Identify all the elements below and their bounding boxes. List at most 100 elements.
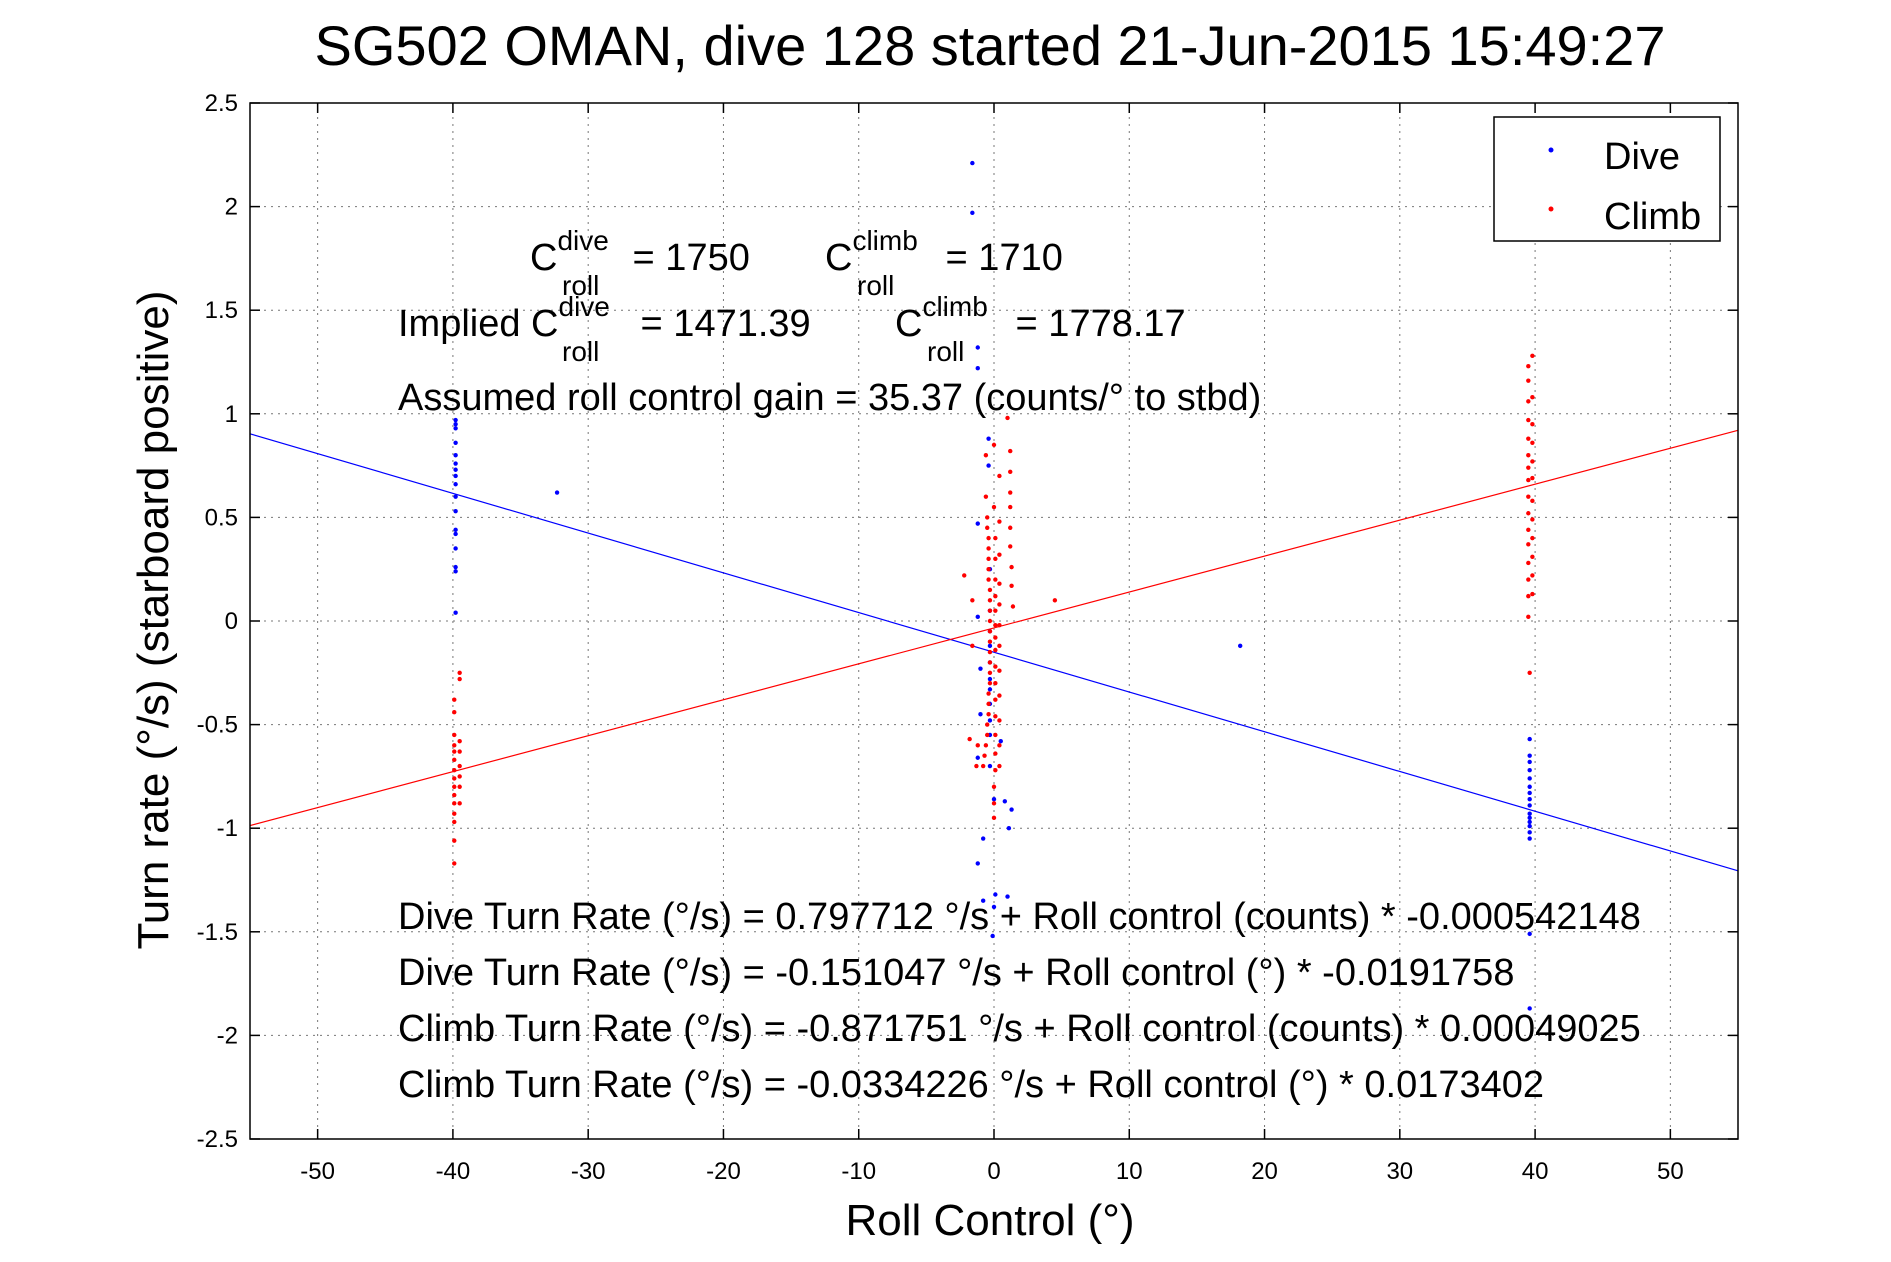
y-axis-label: Turn rate (°/s) (starboard positive): [129, 290, 178, 949]
data-point-climb: [1052, 598, 1058, 603]
data-point-climb: [997, 668, 1002, 673]
data-point-climb: [452, 749, 457, 754]
x-tick-label: -40: [436, 1158, 471, 1185]
fit-lines: [249, 429, 1739, 872]
data-point-climb: [1526, 494, 1531, 499]
data-point-climb: [987, 629, 993, 634]
y-tick-label: -2: [217, 1022, 238, 1049]
data-point-climb: [1009, 583, 1014, 588]
y-tick-label: 1: [225, 401, 238, 428]
data-point-climb: [1526, 417, 1531, 423]
y-tick-label: 2.5: [205, 90, 238, 117]
data-point-climb: [452, 743, 457, 748]
data-point-climb: [993, 767, 998, 773]
data-point-climb: [985, 525, 990, 530]
x-axis-label: Roll Control (°): [846, 1196, 1135, 1245]
data-point-climb: [1008, 525, 1013, 530]
data-point-climb: [997, 743, 1002, 748]
legend-label-climb: Climb: [1604, 196, 1701, 238]
data-point-dive: [987, 676, 993, 682]
data-point-dive: [1527, 830, 1532, 835]
data-point-climb: [993, 577, 998, 582]
data-point-dive: [975, 345, 980, 350]
data-point-climb: [987, 680, 993, 686]
data-point-dive: [1527, 803, 1532, 808]
data-point-dive: [975, 755, 980, 760]
data-point-dive: [453, 453, 458, 458]
data-point-climb: [1530, 591, 1535, 597]
data-point-climb: [987, 660, 993, 665]
data-point-climb: [987, 670, 993, 675]
x-tick-label: 0: [987, 1158, 1000, 1185]
chart-title: SG502 OMAN, dive 128 started 21-Jun-2015…: [314, 14, 1665, 77]
legend: Dive Climb: [1493, 116, 1721, 242]
data-point-dive: [453, 527, 458, 533]
data-point-climb: [1005, 415, 1010, 421]
x-tick-label: 20: [1251, 1158, 1278, 1185]
x-tick-label: -30: [571, 1158, 606, 1185]
data-point-climb: [997, 763, 1002, 769]
y-tick-label: 1.5: [205, 297, 238, 324]
data-point-climb: [986, 535, 991, 541]
data-point-climb: [997, 552, 1002, 557]
data-point-dive: [1527, 767, 1532, 773]
data-point-climb: [983, 494, 989, 499]
data-point-climb: [985, 515, 990, 520]
data-point-climb: [1526, 378, 1531, 383]
data-point-climb: [997, 602, 1002, 607]
data-point-climb: [993, 608, 998, 613]
data-point-dive: [453, 473, 458, 479]
data-point-dive: [1009, 807, 1014, 812]
data-point-dive: [453, 440, 458, 446]
data-point-dive: [986, 436, 991, 441]
data-point-climb: [452, 784, 457, 789]
data-point-climb: [1526, 527, 1531, 533]
data-point-climb: [993, 714, 998, 719]
data-point-climb: [993, 697, 998, 702]
data-point-dive: [987, 763, 993, 769]
data-point-dive: [978, 712, 983, 717]
data-point-dive: [453, 417, 458, 423]
data-point-dive: [453, 494, 458, 499]
annotation-c-climb: Cclimb roll = 1710: [825, 225, 1063, 301]
fit-line-climb: [249, 429, 1739, 827]
data-point-climb: [1526, 453, 1531, 458]
data-point-climb: [986, 701, 991, 707]
data-point-climb: [452, 838, 457, 843]
y-tick-label: -2.5: [197, 1126, 238, 1153]
data-point-dive: [453, 508, 458, 514]
data-point-climb: [1530, 353, 1535, 358]
data-point-dive: [1527, 823, 1532, 829]
data-point-climb: [452, 819, 457, 825]
data-point-climb: [1526, 465, 1531, 470]
data-point-climb: [982, 753, 987, 758]
data-point-climb: [993, 680, 998, 686]
data-point-dive: [975, 366, 980, 371]
data-point-climb: [1526, 511, 1531, 516]
data-point-climb: [457, 676, 462, 682]
data-point-climb: [1526, 593, 1531, 599]
data-point-climb: [1526, 542, 1531, 547]
data-point-climb: [993, 751, 998, 756]
data-point-climb: [997, 622, 1002, 628]
data-point-dive: [1527, 759, 1532, 765]
data-point-climb: [457, 784, 462, 789]
data-point-climb: [457, 670, 462, 675]
x-tick-label: 40: [1522, 1158, 1549, 1185]
data-point-dive: [970, 160, 975, 166]
data-point-climb: [452, 757, 457, 763]
data-point-dive: [1527, 931, 1532, 937]
data-point-dive: [1527, 836, 1532, 841]
data-point-climb: [986, 567, 991, 572]
data-point-climb: [1526, 477, 1531, 483]
data-point-dive: [1237, 643, 1243, 649]
annotation-implied-climb: Cclimb roll = 1778.17: [895, 291, 1186, 367]
legend-box: [1493, 116, 1721, 242]
data-point-climb: [997, 718, 1002, 723]
x-tick-label: -50: [300, 1158, 335, 1185]
data-point-climb: [993, 556, 998, 562]
data-point-dive: [453, 461, 458, 466]
data-point-climb: [1530, 475, 1535, 481]
data-point-climb: [991, 504, 997, 510]
data-point-climb: [986, 712, 991, 717]
